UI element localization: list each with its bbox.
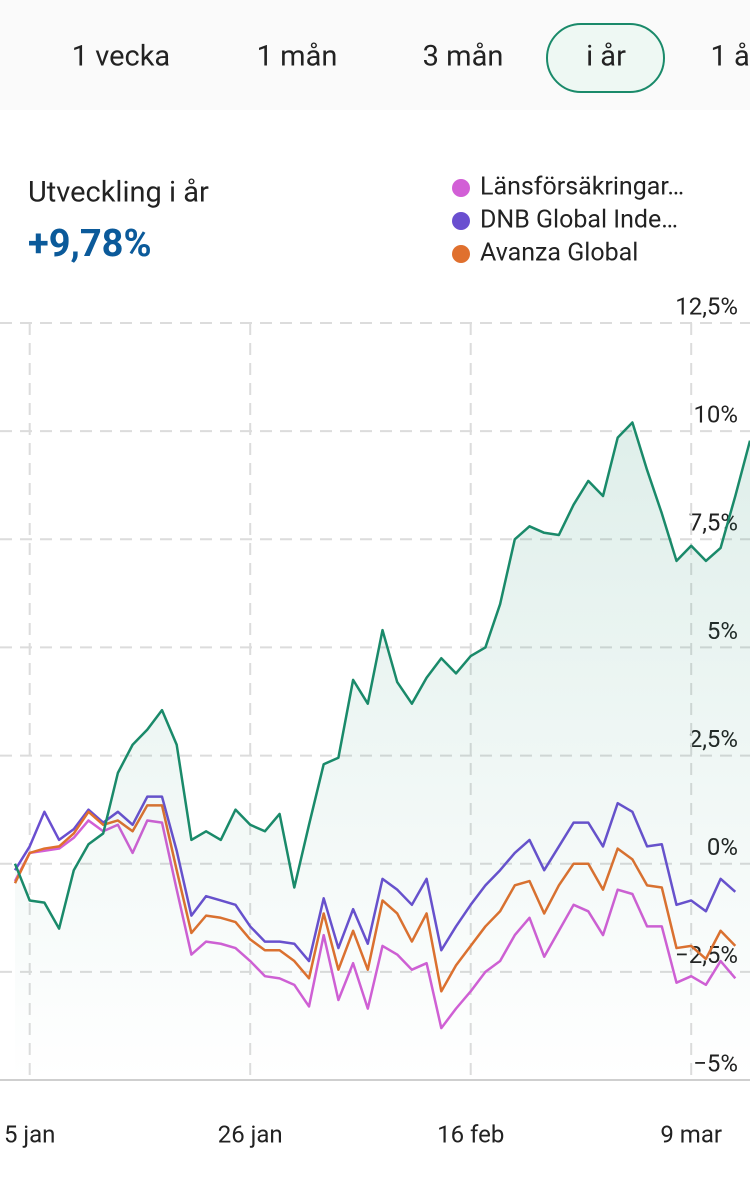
x-tick-label: 16 feb xyxy=(437,1120,504,1148)
legend-dot xyxy=(452,179,470,197)
tab[interactable]: 1 vecka xyxy=(72,40,170,74)
legend-label: Länsförsäkringar… xyxy=(480,173,684,202)
x-tick-label: 5 jan xyxy=(4,1120,56,1148)
summary-label: Utveckling i år xyxy=(28,176,209,210)
legend-label: Avanza Global xyxy=(480,239,638,268)
y-tick-label: 12,5% xyxy=(675,292,738,320)
legend-dot xyxy=(452,212,470,230)
legend: Länsförsäkringar… DNB Global Inde… Avanza … xyxy=(452,173,684,268)
x-tick-label: 9 mar xyxy=(660,1120,722,1148)
tab[interactable]: i år xyxy=(586,40,626,74)
x-tick-label: 26 jan xyxy=(218,1120,283,1148)
legend-label: DNB Global Inde… xyxy=(480,206,678,235)
tab[interactable]: 1 mån xyxy=(257,40,338,74)
tabs: 1 vecka 1 mån 3 mån i år 1 år xyxy=(72,23,750,93)
y-tick-label: 10% xyxy=(693,400,738,428)
tab[interactable]: 3 mån xyxy=(423,40,504,74)
series-line xyxy=(13,421,750,930)
tab-selected-bg xyxy=(546,23,665,93)
legend-dot xyxy=(452,245,470,263)
series-area xyxy=(15,422,750,1080)
summary-value: +9,78% xyxy=(28,222,152,266)
tab[interactable]: 1 år xyxy=(710,40,750,74)
